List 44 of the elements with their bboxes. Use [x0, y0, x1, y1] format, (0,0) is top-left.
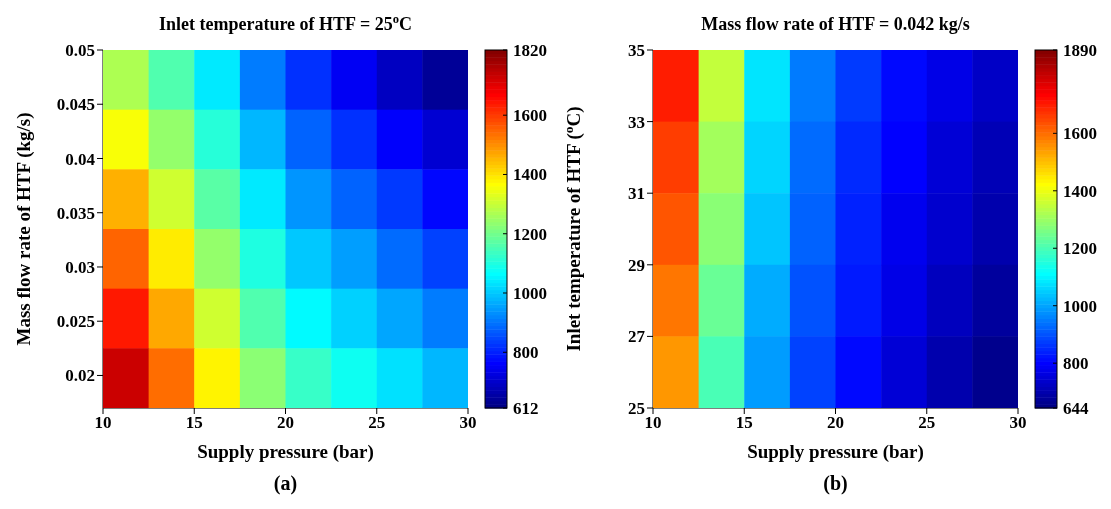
chart-title: Inlet temperature of HTF = 25$^{o}$C — [158, 12, 413, 34]
color-bar-label: 1600 — [1063, 124, 1097, 144]
y-tick-label: 0.035 — [56, 203, 95, 223]
color-bar-label: 1000 — [1063, 296, 1097, 316]
x-axis-title: Supply pressure (bar) — [197, 441, 374, 463]
y-tick-label: 29 — [628, 255, 645, 275]
color-bar-label: 800 — [513, 343, 539, 363]
y-tick-label: 31 — [628, 184, 645, 204]
color-bar-label: 1200 — [1063, 239, 1097, 259]
text: (b) — [823, 472, 848, 495]
color-bar-label: 1400 — [1063, 181, 1097, 201]
x-tick-label: 20 — [277, 413, 294, 433]
color-bar-label: 800 — [1063, 354, 1089, 374]
y-axis-title: Mass flow rate of HTF (kg/s) — [13, 112, 35, 346]
color-bar-label: 612 — [513, 399, 539, 418]
x-tick-label: 25 — [368, 413, 386, 433]
color-bar-label: 644 — [1063, 399, 1089, 418]
x-tick-label: 15 — [185, 413, 203, 433]
color-bar-label: 1820 — [513, 41, 547, 60]
y-tick-label: 0.05 — [65, 41, 95, 61]
chart-title: Mass flow rate of HTF = 0.042 kg/s — [701, 14, 970, 34]
x-tick-label: 30 — [1009, 413, 1027, 433]
color-bar-label: 1000 — [513, 284, 547, 304]
x-tick-label: 20 — [827, 413, 844, 433]
x-tick-label: 10 — [644, 413, 662, 433]
x-axis-title: Supply pressure (bar) — [747, 441, 924, 463]
color-bar-label: 1890 — [1063, 41, 1097, 60]
color-bar-label: 1200 — [513, 224, 547, 244]
x-tick-label: 25 — [918, 413, 936, 433]
y-tick-label: 0.045 — [56, 95, 95, 115]
y-tick-label: 0.03 — [65, 258, 95, 277]
y-tick-label: 0.02 — [65, 366, 95, 386]
y-tick-label: 35 — [628, 41, 645, 61]
y-tick-label: 33 — [628, 112, 645, 132]
y-tick-label: 25 — [628, 399, 645, 419]
y-tick-label: 0.025 — [56, 312, 95, 332]
y-tick-label: 27 — [628, 327, 646, 347]
x-tick-label: 15 — [735, 413, 753, 433]
color-bar-label: 1400 — [513, 165, 547, 185]
text: (a) — [273, 472, 298, 495]
x-tick-label: 30 — [459, 413, 477, 433]
x-tick-label: 10 — [94, 413, 112, 433]
y-tick-label: 0.04 — [65, 149, 96, 169]
color-bar-label: 1600 — [513, 106, 547, 126]
